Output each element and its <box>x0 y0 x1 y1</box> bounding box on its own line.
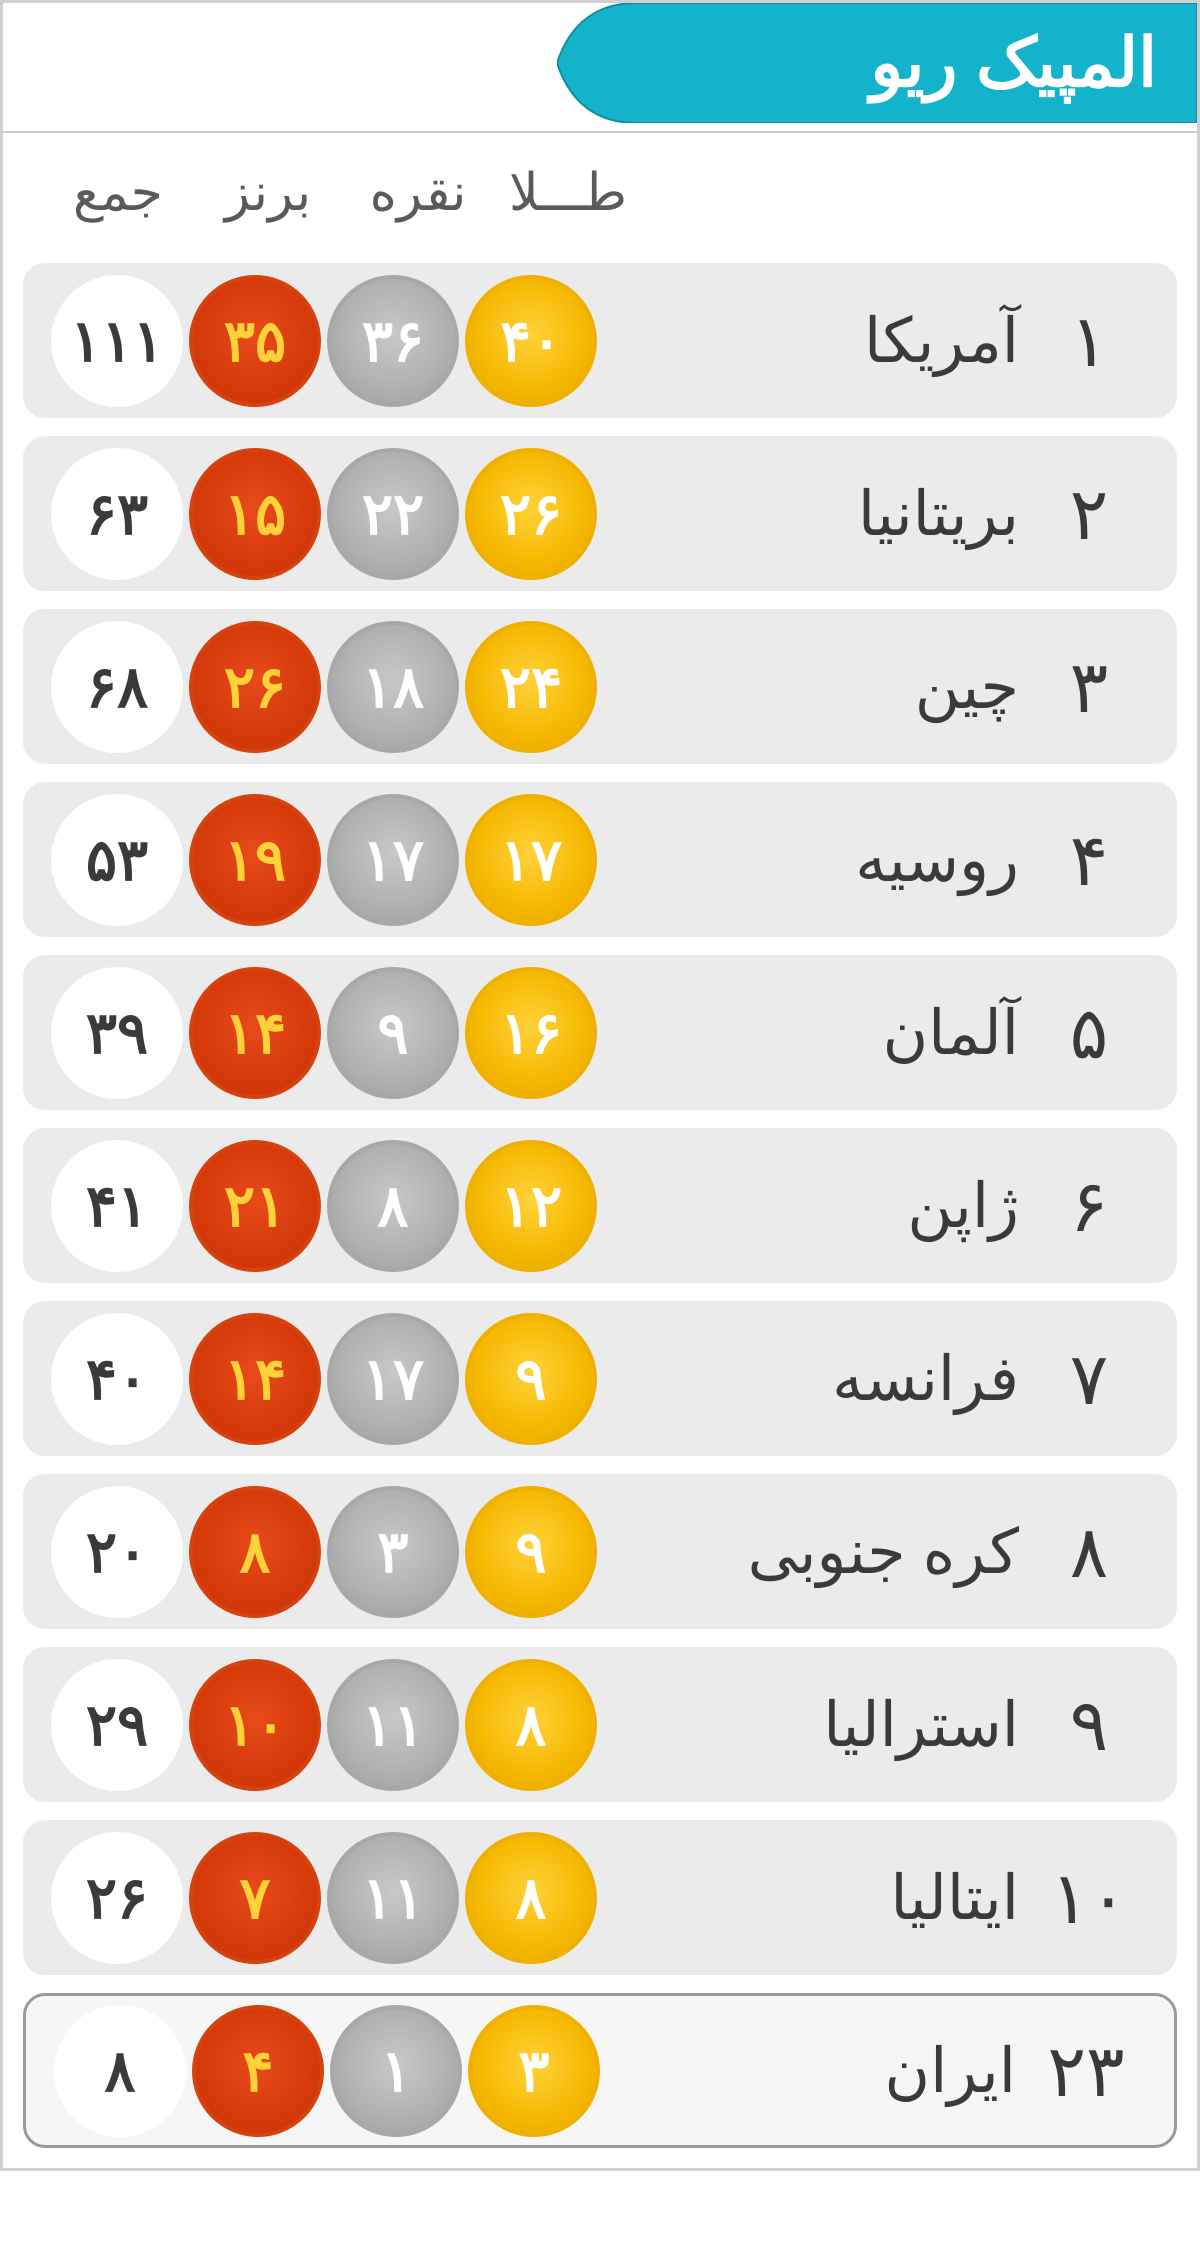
medals-group: ۴۰۱۴۱۷۹ <box>51 1313 597 1445</box>
table-row: ۴روسیه۵۳۱۹۱۷۱۷ <box>23 782 1177 937</box>
col-header-gold: طـــلا <box>493 163 643 223</box>
bronze-medal: ۱۴ <box>189 1313 321 1445</box>
country-cell: استرالیا <box>597 1688 1029 1761</box>
silver-medal: ۹ <box>327 967 459 1099</box>
total-medal: ۳۹ <box>51 967 183 1099</box>
medals-group: ۲۶۷۱۱۸ <box>51 1832 597 1964</box>
header-tab: المپیک ریو <box>557 3 1197 123</box>
gold-medal: ۴۰ <box>465 275 597 407</box>
table-row: ۵آلمان۳۹۱۴۹۱۶ <box>23 955 1177 1110</box>
gold-medal: ۸ <box>465 1659 597 1791</box>
total-medal: ۲۹ <box>51 1659 183 1791</box>
medal-table-widget: المپیک ریو جمع برنز نقره طـــلا ۱آمریکا۱… <box>0 0 1200 2171</box>
total-medal: ۸ <box>54 2005 186 2137</box>
country-cell: ایران <box>600 2034 1026 2107</box>
gold-medal: ۹ <box>465 1313 597 1445</box>
silver-medal: ۲۲ <box>327 448 459 580</box>
table-row: ۶ژاپن۴۱۲۱۸۱۲ <box>23 1128 1177 1283</box>
silver-medal: ۱۱ <box>327 1832 459 1964</box>
total-medal: ۶۸ <box>51 621 183 753</box>
rank-cell: ۶ <box>1029 1164 1149 1248</box>
country-cell: آلمان <box>597 996 1029 1069</box>
country-cell: آمریکا <box>597 304 1029 377</box>
total-medal: ۶۳ <box>51 448 183 580</box>
bronze-medal: ۷ <box>189 1832 321 1964</box>
gold-medal: ۸ <box>465 1832 597 1964</box>
bronze-medal: ۱۰ <box>189 1659 321 1791</box>
total-medal: ۱۱۱ <box>51 275 183 407</box>
rank-cell: ۳ <box>1029 645 1149 729</box>
table-row: ۸کره جنوبی۲۰۸۳۹ <box>23 1474 1177 1629</box>
country-cell: چین <box>597 650 1029 723</box>
table-row: ۷فرانسه۴۰۱۴۱۷۹ <box>23 1301 1177 1456</box>
medals-group: ۱۱۱۳۵۳۶۴۰ <box>51 275 597 407</box>
widget-header: المپیک ریو <box>3 3 1197 133</box>
country-cell: ایتالیا <box>597 1861 1029 1934</box>
col-header-silver: نقره <box>343 163 493 223</box>
country-cell: بریتانیا <box>597 477 1029 550</box>
silver-medal: ۸ <box>327 1140 459 1272</box>
country-cell: ژاپن <box>597 1169 1029 1242</box>
total-medal: ۴۰ <box>51 1313 183 1445</box>
table-row: ۱آمریکا۱۱۱۳۵۳۶۴۰ <box>23 263 1177 418</box>
rank-cell: ۲ <box>1029 472 1149 556</box>
medals-group: ۸۴۱۳ <box>54 2005 600 2137</box>
rank-cell: ۴ <box>1029 818 1149 902</box>
gold-medal: ۱۷ <box>465 794 597 926</box>
gold-medal: ۲۴ <box>465 621 597 753</box>
medals-group: ۲۹۱۰۱۱۸ <box>51 1659 597 1791</box>
table-row: ۳چین۶۸۲۶۱۸۲۴ <box>23 609 1177 764</box>
gold-medal: ۹ <box>465 1486 597 1618</box>
bronze-medal: ۱۴ <box>189 967 321 1099</box>
country-cell: فرانسه <box>597 1342 1029 1415</box>
col-header-total: جمع <box>43 163 193 223</box>
table-row: ۲بریتانیا۶۳۱۵۲۲۲۶ <box>23 436 1177 591</box>
table-row: ۹استرالیا۲۹۱۰۱۱۸ <box>23 1647 1177 1802</box>
total-medal: ۲۶ <box>51 1832 183 1964</box>
table-row: ۱۰ایتالیا۲۶۷۱۱۸ <box>23 1820 1177 1975</box>
bronze-medal: ۱۹ <box>189 794 321 926</box>
bronze-medal: ۲۶ <box>189 621 321 753</box>
silver-medal: ۱ <box>330 2005 462 2137</box>
medals-group: ۲۰۸۳۹ <box>51 1486 597 1618</box>
gold-medal: ۱۶ <box>465 967 597 1099</box>
silver-medal: ۳۶ <box>327 275 459 407</box>
medals-group: ۳۹۱۴۹۱۶ <box>51 967 597 1099</box>
rank-cell: ۱۰ <box>1029 1856 1149 1940</box>
rank-cell: ۲۳ <box>1026 2029 1146 2113</box>
rank-cell: ۵ <box>1029 991 1149 1075</box>
widget-title: المپیک ریو <box>870 24 1157 103</box>
total-medal: ۴۱ <box>51 1140 183 1272</box>
country-cell: کره جنوبی <box>597 1515 1029 1588</box>
bronze-medal: ۳۵ <box>189 275 321 407</box>
silver-medal: ۱۷ <box>327 794 459 926</box>
table-row: ۲۳ایران۸۴۱۳ <box>23 1993 1177 2148</box>
rank-cell: ۹ <box>1029 1683 1149 1767</box>
bronze-medal: ۱۵ <box>189 448 321 580</box>
silver-medal: ۱۸ <box>327 621 459 753</box>
bronze-medal: ۴ <box>192 2005 324 2137</box>
gold-medal: ۲۶ <box>465 448 597 580</box>
gold-medal: ۱۲ <box>465 1140 597 1272</box>
country-cell: روسیه <box>597 823 1029 896</box>
rank-cell: ۱ <box>1029 299 1149 383</box>
gold-medal: ۳ <box>468 2005 600 2137</box>
medals-group: ۴۱۲۱۸۱۲ <box>51 1140 597 1272</box>
medals-group: ۶۸۲۶۱۸۲۴ <box>51 621 597 753</box>
column-headers: جمع برنز نقره طـــلا <box>3 133 1197 253</box>
col-header-bronze: برنز <box>193 163 343 223</box>
rank-cell: ۷ <box>1029 1337 1149 1421</box>
bronze-medal: ۲۱ <box>189 1140 321 1272</box>
medals-group: ۵۳۱۹۱۷۱۷ <box>51 794 597 926</box>
silver-medal: ۱۱ <box>327 1659 459 1791</box>
medal-rows: ۱آمریکا۱۱۱۳۵۳۶۴۰۲بریتانیا۶۳۱۵۲۲۲۶۳چین۶۸۲… <box>3 253 1197 2168</box>
total-medal: ۵۳ <box>51 794 183 926</box>
total-medal: ۲۰ <box>51 1486 183 1618</box>
medals-group: ۶۳۱۵۲۲۲۶ <box>51 448 597 580</box>
silver-medal: ۳ <box>327 1486 459 1618</box>
silver-medal: ۱۷ <box>327 1313 459 1445</box>
bronze-medal: ۸ <box>189 1486 321 1618</box>
rank-cell: ۸ <box>1029 1510 1149 1594</box>
